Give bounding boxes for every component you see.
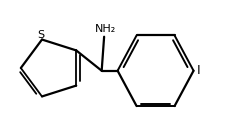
Text: NH₂: NH₂ bbox=[95, 24, 116, 34]
Text: S: S bbox=[37, 30, 44, 41]
Text: I: I bbox=[196, 64, 200, 77]
